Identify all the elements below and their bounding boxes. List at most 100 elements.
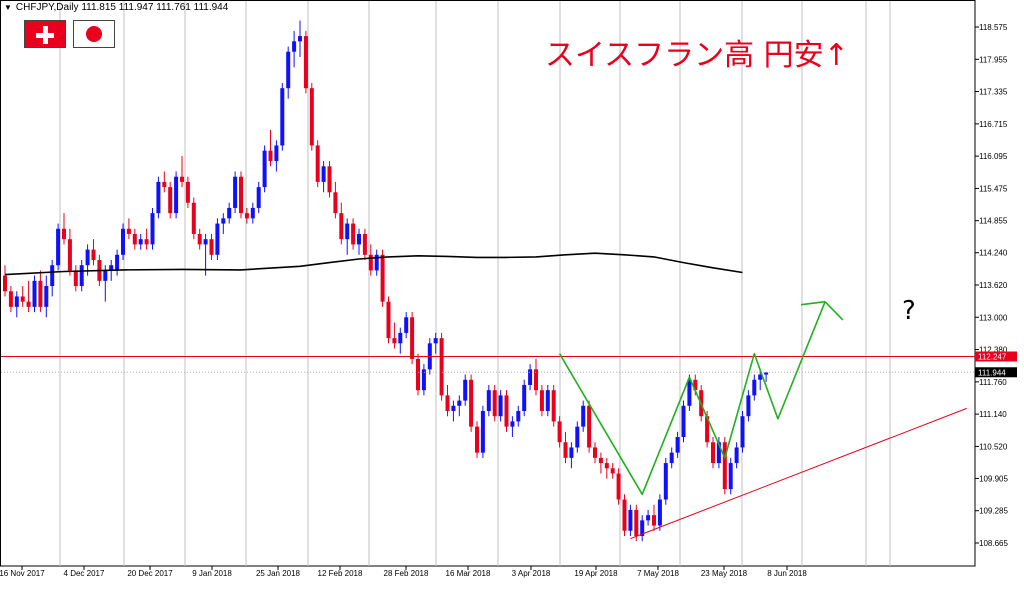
candle-body [132,233,137,245]
y-tick-label: 117.335 [979,88,1008,97]
candle-body [280,88,285,146]
current-price-label: 111.944 [978,368,1006,377]
candle-body [746,395,751,417]
symbol-label: CHFJPY,Daily [15,2,79,13]
candle-body [286,51,291,89]
candle-body [239,176,243,214]
candle-body [557,421,562,443]
candle [256,181,261,214]
candle [132,228,137,250]
candle [239,171,243,219]
candle-body [303,36,308,89]
candle [510,416,515,438]
candle [404,312,409,339]
y-tick-label: 111.140 [979,410,1007,419]
candle [174,171,179,219]
question-mark: ? [902,296,916,326]
candle-body [321,166,326,182]
resistance-price-tag [975,351,1017,362]
candle [646,509,651,526]
candle-body [233,176,238,208]
candle-body [404,317,409,333]
candle-body [162,181,167,188]
candle-body [221,218,226,224]
x-tick-label: 4 Dec 2017 [64,569,105,578]
candle-body [357,233,361,245]
candle-body [575,426,580,448]
candle [716,437,721,469]
candle [445,384,450,417]
candle-body [705,416,710,443]
candle-body [262,150,267,188]
y-tick-label: 116.095 [979,152,1008,161]
candle [640,515,645,542]
candle-body [91,249,96,261]
candle-body [62,228,66,240]
candle-body [168,187,173,214]
candle [469,374,474,432]
candle [91,239,96,266]
y-tick-label: 116.715 [979,120,1008,129]
candle-body [44,286,49,307]
candle-body [203,239,208,245]
candle-body [374,254,379,271]
candle-body [191,202,196,234]
candle [463,374,468,406]
candle [180,155,184,188]
candle-body [593,447,597,458]
candle-body [3,275,7,292]
candle [728,457,733,495]
candle [374,249,379,276]
candle [44,275,49,318]
candle [480,405,485,458]
candle-body [115,254,120,271]
candle-body [569,447,574,458]
candle [268,129,273,167]
candle [439,332,444,401]
candle [663,457,668,505]
candle [244,207,249,224]
candle [734,442,739,469]
candle [315,140,320,188]
candle-body [693,379,698,391]
candle-body [380,254,385,302]
y-tick-label: 117.955 [979,55,1008,64]
candle-body [392,338,397,344]
candle [14,291,19,318]
candle [79,260,84,292]
candle-body [256,187,261,208]
candle [386,296,391,344]
candle-body [734,447,739,464]
y-tick-label: 109.285 [979,507,1008,516]
candle-body [421,369,426,391]
candle-body [480,411,485,453]
candle-body [740,416,745,448]
candle-body [652,515,656,526]
candle [711,437,715,469]
y-tick-label: 108.665 [979,539,1008,548]
candle-body [126,228,131,234]
x-tick-label: 9 Jan 2018 [192,569,232,578]
candle [351,218,356,250]
candle-body [14,296,19,307]
candle [581,400,586,432]
chart-header: ▼ CHFJPY,Daily 111.815 111.947 111.761 11… [4,2,228,13]
dropdown-arrow-icon[interactable]: ▼ [4,3,12,12]
candle [398,327,403,354]
candle [280,82,285,151]
candle-body [646,515,651,521]
candle [298,20,302,57]
candle [156,176,161,219]
candle [357,228,361,255]
y-tick-label: 118.575 [979,23,1008,32]
candle [121,223,125,261]
plot-frame [0,0,976,567]
candle-body [32,280,37,307]
candle-body [50,265,55,287]
candle-body [516,411,521,422]
candle [504,390,509,432]
candle-body [138,239,143,245]
candle [687,374,692,412]
candle [675,431,680,458]
